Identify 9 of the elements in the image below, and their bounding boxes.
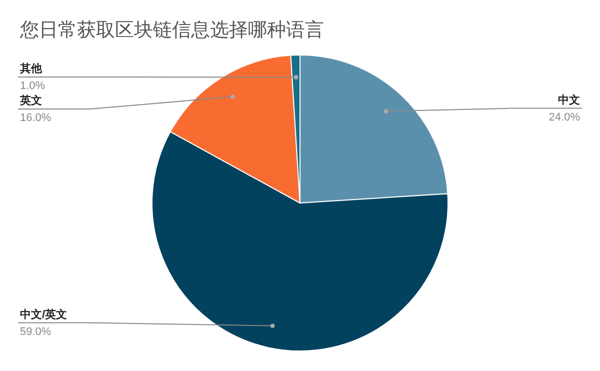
slice-label: 其他	[19, 62, 43, 75]
data-label: 1.0%	[20, 80, 46, 92]
slice-label: 中文	[558, 93, 580, 106]
data-label: 24.0%	[548, 111, 580, 124]
data-label: 59.0%	[20, 326, 52, 338]
slice-label: 中文/英文	[20, 308, 68, 321]
data-label: 16.0%	[20, 112, 52, 124]
chart-title: 您日常获取区块链信息选择哪种语言	[19, 19, 324, 41]
slice-label: 英文	[19, 94, 42, 107]
